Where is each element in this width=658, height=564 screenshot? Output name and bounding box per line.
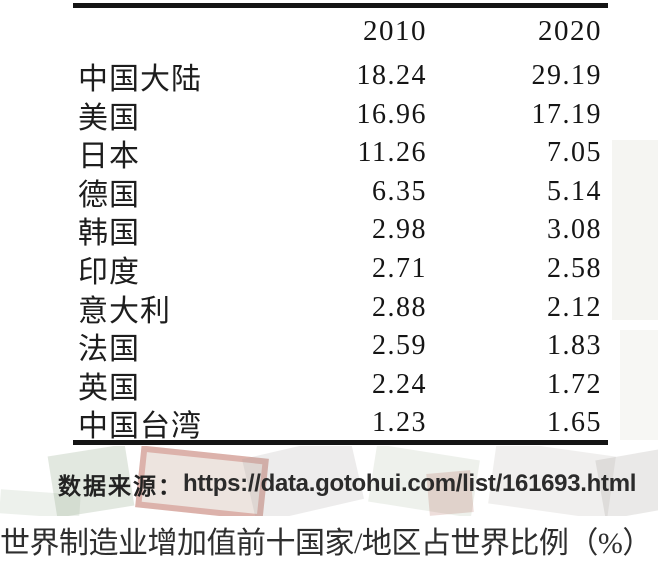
region-name: 法国 [78,333,140,367]
table-row: 美国 16.96 17.19 [73,93,608,135]
table-row: 中国大陆 18.24 29.19 [73,54,608,96]
value-2010: 2.24 [372,368,427,400]
data-table: 2010 2020 中国大陆 18.24 29.19 美国 16.96 17.1… [73,3,608,445]
table-row: 英国 2.24 1.72 [73,363,608,405]
value-2010: 2.71 [372,252,427,284]
region-name: 印度 [78,255,140,289]
value-2010: 16.96 [356,98,427,130]
value-2010: 2.88 [372,291,427,323]
background-texture [620,330,658,440]
value-2020: 1.83 [547,330,602,362]
background-texture [612,140,658,320]
table-row: 韩国 2.98 3.08 [73,208,608,250]
source-label: 数据来源： [58,473,183,499]
header-2010: 2010 [363,14,427,47]
value-2020: 2.58 [547,252,602,284]
table-top-rule [73,3,608,8]
data-source-line: 数据来源： https://data.gotohui.com/list/1616… [58,467,636,501]
header-2020: 2020 [538,14,602,47]
value-2010: 18.24 [356,60,427,91]
table-row: 中国台湾 1.23 1.65 [73,401,608,443]
value-2020: 17.19 [531,98,602,130]
region-name: 英国 [78,371,140,405]
value-2010: 2.98 [372,214,427,246]
value-2020: 3.08 [547,214,602,246]
region-name: 中国大陆 [78,63,202,96]
value-2020: 2.12 [547,291,602,323]
table-row: 日本 11.26 7.05 [73,131,608,173]
table-row: 意大利 2.88 2.12 [73,286,608,328]
value-2020: 29.19 [531,60,602,91]
value-2010: 1.23 [372,407,427,439]
table-bottom-rule [73,439,608,445]
source-url: https://data.gotohui.com/list/161693.htm… [183,470,637,497]
figure-caption: 世界制造业增加值前十国家/地区占世界比例（%） [0,527,652,560]
table-header-row: 2010 2020 [73,8,608,54]
table-row: 法国 2.59 1.83 [73,324,608,366]
region-name: 意大利 [78,294,171,328]
region-name: 日本 [78,140,140,174]
value-2020: 5.14 [547,175,602,207]
table-row: 印度 2.71 2.58 [73,247,608,289]
region-name: 韩国 [78,217,140,251]
value-2020: 1.65 [547,407,602,439]
region-name: 美国 [78,101,140,135]
region-name: 德国 [78,178,140,212]
value-2010: 2.59 [372,330,427,362]
value-2020: 1.72 [547,368,602,400]
value-2010: 11.26 [357,137,427,169]
value-2020: 7.05 [547,137,602,169]
table-row: 德国 6.35 5.14 [73,170,608,212]
region-name: 中国台湾 [78,410,202,444]
value-2010: 6.35 [372,175,427,207]
